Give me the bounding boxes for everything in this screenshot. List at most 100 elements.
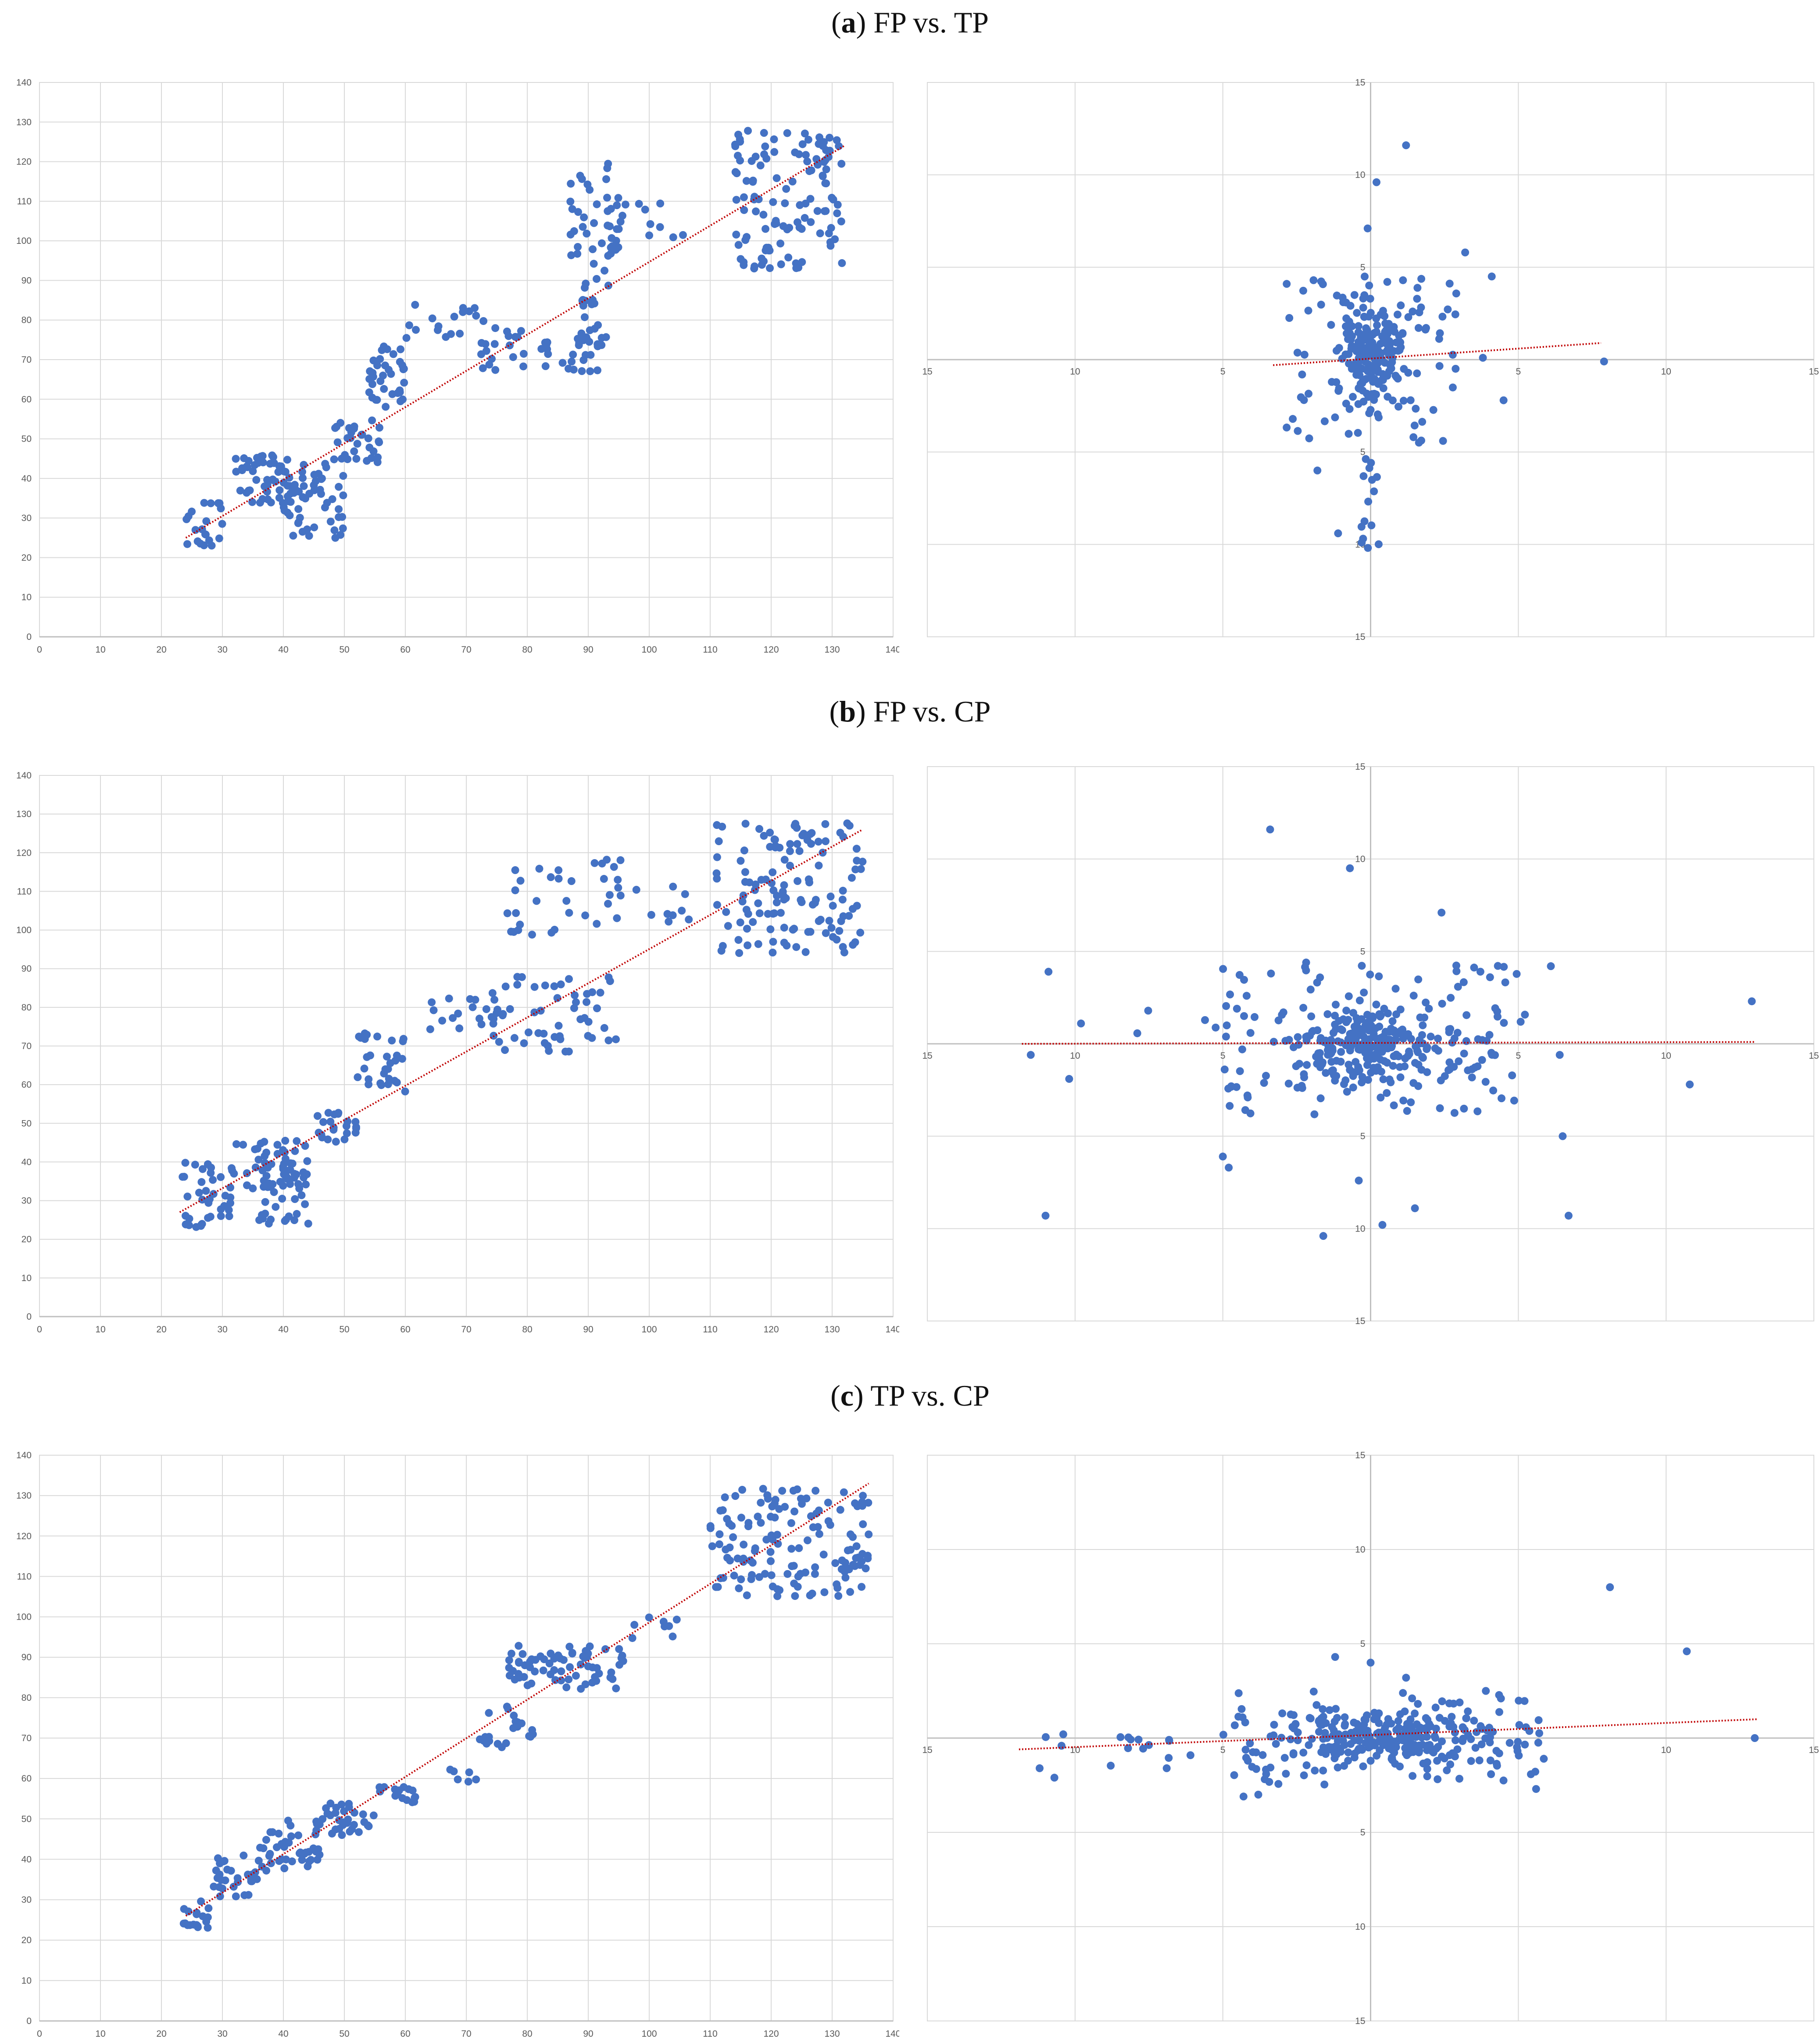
data-point <box>865 1530 873 1539</box>
data-point <box>182 1212 190 1220</box>
x-tick-label: 40 <box>278 645 288 655</box>
data-point <box>1343 1088 1351 1096</box>
y-tick-label: 70 <box>21 355 32 365</box>
data-point <box>543 1042 552 1050</box>
panel-title-c: (c) TP vs. CP <box>830 1379 990 1412</box>
data-point <box>833 136 841 144</box>
data-point <box>401 1087 409 1096</box>
data-point <box>1383 1089 1391 1097</box>
data-point <box>1450 1034 1459 1042</box>
x-tick-label: 10 <box>1070 367 1080 377</box>
data-point <box>1355 1745 1363 1753</box>
data-point <box>1358 962 1366 970</box>
data-point <box>1240 1012 1248 1020</box>
data-point <box>1430 1732 1439 1740</box>
data-point <box>592 1677 601 1685</box>
data-point <box>204 1904 213 1912</box>
data-point <box>491 324 500 332</box>
x-tick-label: 50 <box>339 2029 349 2039</box>
data-point <box>244 1891 253 1899</box>
x-tick-label: 0 <box>37 2029 42 2039</box>
data-point <box>1226 990 1234 999</box>
data-point <box>404 1785 413 1793</box>
data-point <box>501 1046 509 1054</box>
data-point <box>801 200 810 208</box>
data-point <box>839 912 847 921</box>
y-tick-label: 10 <box>1355 1224 1365 1234</box>
data-point <box>774 1540 782 1548</box>
data-point <box>1238 1713 1247 1721</box>
data-point <box>1302 958 1310 967</box>
gridlines <box>39 82 894 637</box>
data-point <box>1468 1065 1476 1073</box>
data-point <box>365 1075 373 1083</box>
data-point <box>1134 1735 1143 1744</box>
y-tick-label: 0 <box>26 1312 32 1322</box>
data-point <box>1352 347 1361 355</box>
data-point <box>391 1785 399 1793</box>
data-point <box>1366 971 1374 979</box>
data-point <box>302 1180 310 1189</box>
data-point <box>1402 141 1410 150</box>
data-point <box>1331 413 1339 421</box>
data-point <box>1369 331 1377 339</box>
data-point <box>772 898 781 907</box>
data-point <box>191 1160 199 1169</box>
data-point <box>434 326 442 334</box>
data-point <box>1312 1701 1321 1709</box>
data-point <box>1438 1737 1446 1746</box>
data-point <box>769 1582 777 1591</box>
data-point <box>767 1571 776 1579</box>
x-tick-label: 70 <box>461 645 471 655</box>
x-tick-label: 10 <box>1661 1051 1671 1061</box>
data-point <box>752 207 760 216</box>
data-point <box>513 981 522 989</box>
data-point <box>1379 307 1387 315</box>
data-point <box>554 1021 563 1030</box>
data-point <box>1293 349 1302 357</box>
data-point <box>398 1794 407 1802</box>
data-point <box>800 829 808 838</box>
y-tick-label: 10 <box>21 1273 32 1283</box>
data-point <box>1302 1036 1311 1045</box>
data-point <box>294 518 303 526</box>
data-point <box>475 1014 483 1023</box>
data-point <box>1394 311 1402 319</box>
data-point <box>1300 350 1309 359</box>
data-point <box>280 1864 289 1873</box>
data-point <box>1226 1102 1234 1110</box>
data-point <box>493 1740 502 1748</box>
data-point <box>1299 1003 1308 1012</box>
data-point <box>1373 346 1382 354</box>
x-tick-label: 20 <box>156 645 166 655</box>
data-point <box>426 1025 434 1033</box>
data-point <box>565 1642 574 1651</box>
data-point <box>1377 1093 1385 1102</box>
data-point <box>339 472 347 480</box>
data-point <box>573 250 582 258</box>
data-point <box>518 1650 527 1658</box>
data-point <box>722 908 730 916</box>
data-point <box>858 1550 867 1558</box>
x-tick-label: 0 <box>37 1324 42 1335</box>
data-point <box>300 482 308 490</box>
data-point <box>583 998 591 1006</box>
data-point <box>743 233 751 241</box>
data-point <box>1243 1091 1251 1100</box>
data-point <box>254 1156 263 1164</box>
data-point <box>1274 1780 1283 1788</box>
data-point <box>762 225 770 233</box>
data-point <box>465 307 473 315</box>
data-point <box>566 197 575 206</box>
data-point <box>1367 373 1376 381</box>
data-point <box>583 990 591 998</box>
data-point <box>543 345 551 353</box>
x-tick-label: 30 <box>217 2029 227 2039</box>
data-point <box>568 205 576 213</box>
data-point <box>1452 1736 1460 1745</box>
data-point <box>483 1739 491 1748</box>
data-point <box>1416 1725 1424 1733</box>
data-point <box>1500 1019 1508 1027</box>
data-point <box>788 1562 796 1571</box>
data-point <box>1500 963 1508 971</box>
